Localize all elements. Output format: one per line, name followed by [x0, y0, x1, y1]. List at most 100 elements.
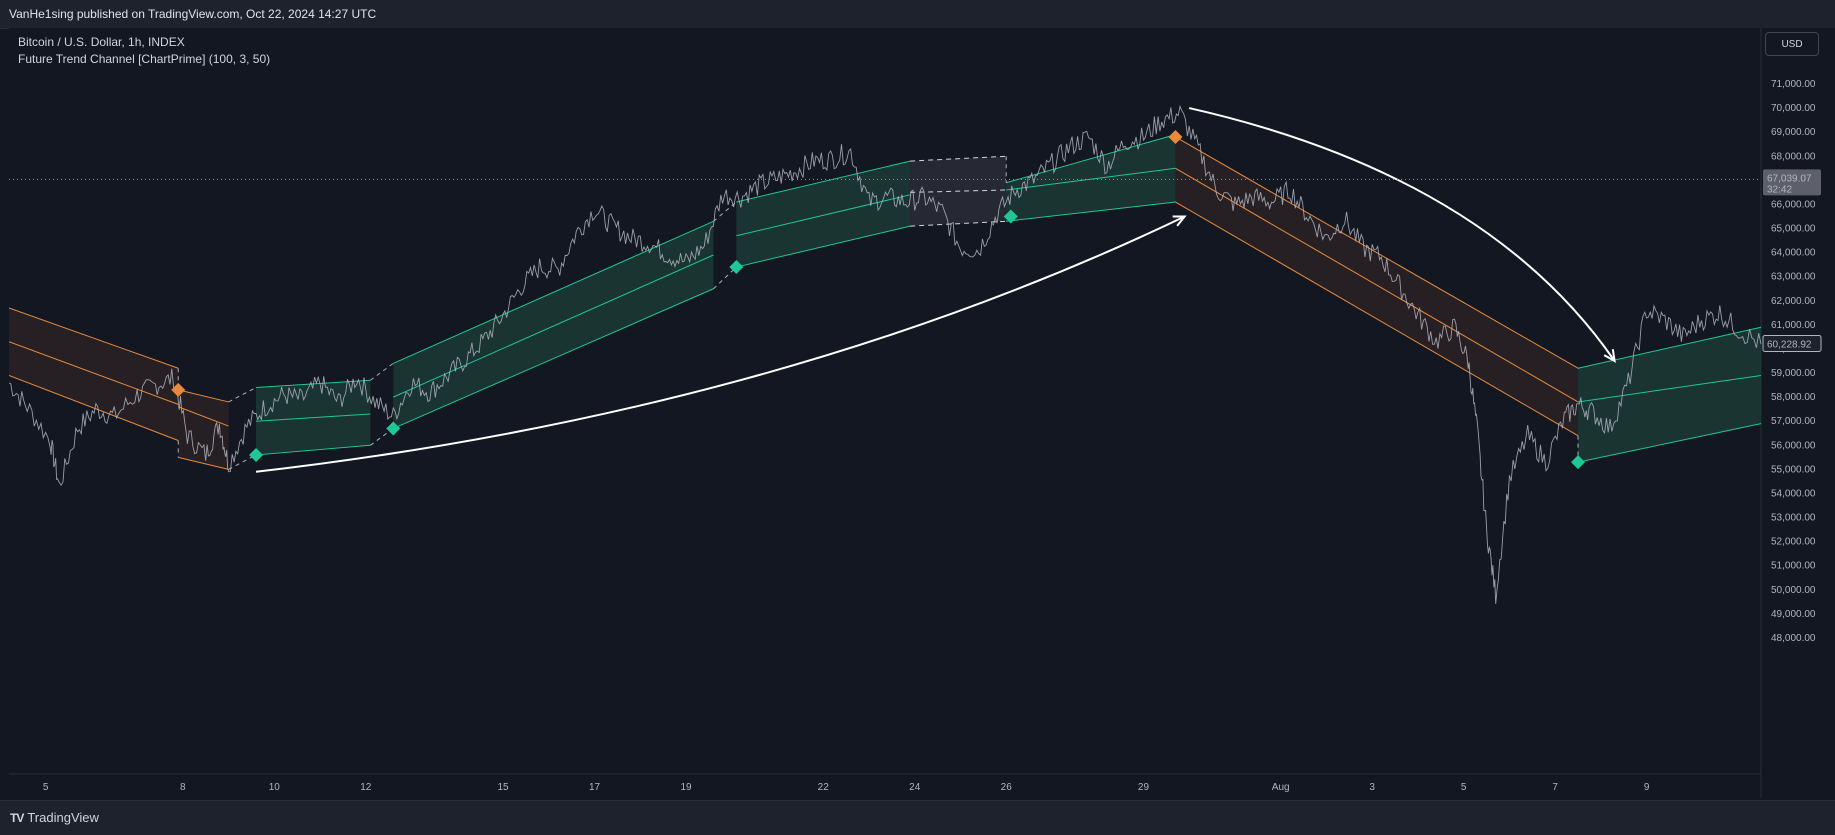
y-tick-label: 58,000.00 — [1771, 392, 1816, 403]
y-tick-label: 56,000.00 — [1771, 440, 1816, 451]
channel-mid-line-5 — [910, 189, 1007, 193]
x-tick-label: 9 — [1644, 782, 1650, 793]
y-tick-label: 52,000.00 — [1771, 537, 1816, 548]
trend-arrowhead-0 — [1172, 215, 1187, 227]
channel-mid-line-0 — [9, 341, 179, 405]
channel-lower-line-7 — [1175, 201, 1579, 437]
y-tick-label: 49,000.00 — [1771, 609, 1816, 620]
y-tick-label: 50,000.00 — [1771, 585, 1816, 596]
channel-lower-line-8 — [1577, 423, 1762, 463]
signal-marker-bear-0 — [171, 382, 186, 397]
channel-mid-line-2 — [255, 413, 371, 422]
signal-marker-bull-4 — [1003, 209, 1018, 224]
chart-legend: Bitcoin / U.S. Dollar, 1h, INDEX Future … — [18, 34, 270, 68]
y-tick-label: 65,000.00 — [1771, 224, 1816, 235]
signal-marker-bull-3 — [729, 260, 744, 275]
x-tick-label: 12 — [360, 782, 372, 793]
channel-transition-upper-2 — [370, 363, 394, 381]
y-tick-label: 57,000.00 — [1771, 416, 1816, 427]
channel-upper-line-7 — [1175, 136, 1579, 369]
y-tick-label: 61,000.00 — [1771, 320, 1816, 331]
trend-arrowhead-1 — [1603, 348, 1616, 363]
channel-upper-line-0 — [9, 307, 179, 369]
signal-marker-bear-5 — [1168, 129, 1183, 144]
channel-transition-upper-1 — [228, 387, 257, 403]
countdown-label: 32:42 — [1767, 184, 1792, 195]
y-tick-label: 68,000.00 — [1771, 151, 1816, 162]
channel-lower-line-1 — [178, 456, 229, 470]
x-tick-label: 22 — [818, 782, 830, 793]
last-price-label: 60,228.92 — [1767, 339, 1812, 350]
channel-lower-line-4 — [736, 225, 911, 268]
y-tick-label: 55,000.00 — [1771, 464, 1816, 475]
channel-lower-line-3 — [393, 288, 714, 429]
indicator-title[interactable]: Future Trend Channel [ChartPrime] (100, … — [18, 52, 271, 66]
marker-price-box — [1763, 169, 1821, 196]
signal-marker-bull-1 — [249, 447, 264, 462]
channel-fill-7 — [1175, 136, 1579, 436]
x-tick-label: 3 — [1369, 782, 1375, 793]
channel-mid-line-1 — [178, 406, 229, 427]
channel-upper-line-3 — [393, 220, 714, 364]
x-tick-label: 19 — [680, 782, 692, 793]
chart-area[interactable]: 71,000.00 70,000.00 69,000.00 68,000.00 67,0… — [9, 28, 1835, 798]
channel-upper-line-6 — [1006, 134, 1176, 184]
currency-button[interactable]: USD — [1765, 32, 1819, 56]
x-tick-label: 5 — [1461, 782, 1467, 793]
channel-lower-line-5 — [910, 220, 1007, 227]
channel-fill-3 — [393, 221, 714, 429]
y-tick-label: 54,000.00 — [1771, 488, 1816, 499]
trend-arrow-1 — [1188, 107, 1616, 362]
y-tick-label: 64,000.00 — [1771, 248, 1816, 259]
channel-transition-lower-3 — [713, 266, 737, 290]
y-tick-label: 69,000.00 — [1771, 127, 1816, 138]
x-tick-label: 24 — [909, 782, 921, 793]
channel-fill-1 — [178, 389, 229, 470]
channel-upper-line-8 — [1577, 326, 1762, 369]
x-tick-label: Aug — [1272, 782, 1290, 793]
top-bar: VanHe1sing published on TradingView.com,… — [0, 0, 1835, 29]
y-tick-label: 66,000.00 — [1771, 199, 1816, 210]
publisher-info: VanHe1sing published on TradingView.com,… — [9, 7, 377, 21]
channel-mid-line-7 — [1175, 167, 1579, 403]
channel-mid-line-6 — [1006, 167, 1176, 191]
x-tick-label: 29 — [1138, 782, 1150, 793]
channel-lower-line-6 — [1006, 201, 1176, 222]
y-tick-label: 59,000.00 — [1771, 368, 1816, 379]
x-tick-label: 26 — [1001, 782, 1013, 793]
price-axis-panel — [1761, 28, 1835, 798]
channel-upper-line-4 — [736, 160, 911, 203]
y-tick-label: 63,000.00 — [1771, 272, 1816, 283]
x-tick-label: 15 — [497, 782, 509, 793]
x-tick-label: 17 — [589, 782, 601, 793]
y-tick-label: 48,000.00 — [1771, 633, 1816, 644]
signal-marker-bull-6 — [1571, 455, 1586, 470]
channel-fill-8 — [1578, 327, 1761, 463]
channel-mid-line-8 — [1577, 374, 1762, 403]
marker-price-label: 67,039.07 — [1767, 173, 1812, 184]
channel-lower-line-2 — [255, 444, 371, 456]
signal-marker-bull-2 — [386, 421, 401, 436]
price-chart[interactable]: 71,000.00 70,000.00 69,000.00 68,000.00 67,0… — [9, 28, 1835, 798]
symbol-title[interactable]: Bitcoin / U.S. Dollar, 1h, INDEX — [18, 35, 185, 49]
last-price-box — [1762, 334, 1822, 352]
price-series-line — [9, 104, 1762, 604]
channel-fill-6 — [1006, 134, 1176, 222]
y-tick-label: 70,000.00 — [1771, 103, 1816, 114]
tradingview-brand[interactable]: TV TradingView — [10, 810, 99, 825]
channel-upper-line-1 — [178, 389, 229, 403]
y-tick-label: 62,000.00 — [1771, 296, 1816, 307]
channel-fill-0 — [9, 308, 179, 441]
brand-label: TradingView — [27, 810, 99, 825]
tradingview-logo-icon: TV — [10, 810, 24, 825]
trend-arrow-0 — [255, 215, 1186, 473]
x-tick-label: 10 — [269, 782, 281, 793]
footer: TV TradingView — [0, 800, 1835, 835]
x-tick-label: 7 — [1552, 782, 1558, 793]
channel-lower-line-0 — [9, 374, 179, 441]
y-tick-label: 71,000.00 — [1771, 79, 1816, 90]
channel-fill-4 — [736, 161, 911, 268]
channel-upper-line-5 — [910, 155, 1007, 162]
x-tick-label: 8 — [180, 782, 186, 793]
channel-mid-line-4 — [736, 194, 911, 237]
